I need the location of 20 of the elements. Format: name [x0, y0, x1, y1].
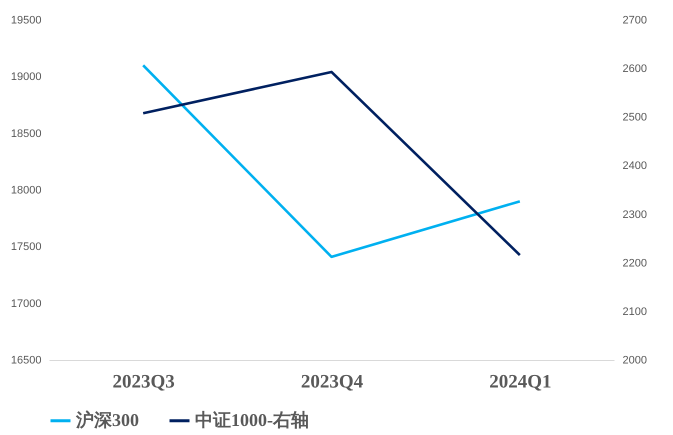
y-tick-label: 17000 [10, 298, 42, 310]
x-tick-label: 2023Q4 [300, 372, 364, 392]
y2-tick-label: 2400 [622, 160, 647, 172]
y2-tick-label: 2000 [622, 354, 647, 366]
legend-label: 沪深300 [75, 410, 139, 430]
y-tick-label: 18500 [10, 128, 42, 140]
y2-tick-label: 2100 [622, 306, 647, 318]
y-tick-label: 19500 [10, 14, 42, 26]
x-tick-label: 2024Q1 [489, 372, 552, 392]
y2-tick-label: 2700 [622, 14, 647, 26]
y-tick-label: 18000 [10, 184, 42, 196]
y2-tick-label: 2200 [622, 257, 647, 270]
x-tick-label: 2023Q3 [112, 372, 175, 392]
y2-tick-label: 2500 [622, 112, 647, 124]
y-tick-label: 16500 [10, 354, 42, 366]
y-tick-label: 19000 [10, 71, 42, 84]
y2-tick-label: 2600 [622, 63, 647, 76]
y2-tick-label: 2300 [622, 208, 647, 221]
y-tick-label: 17500 [10, 241, 42, 254]
legend-label: 中证1000-右轴 [195, 410, 309, 430]
